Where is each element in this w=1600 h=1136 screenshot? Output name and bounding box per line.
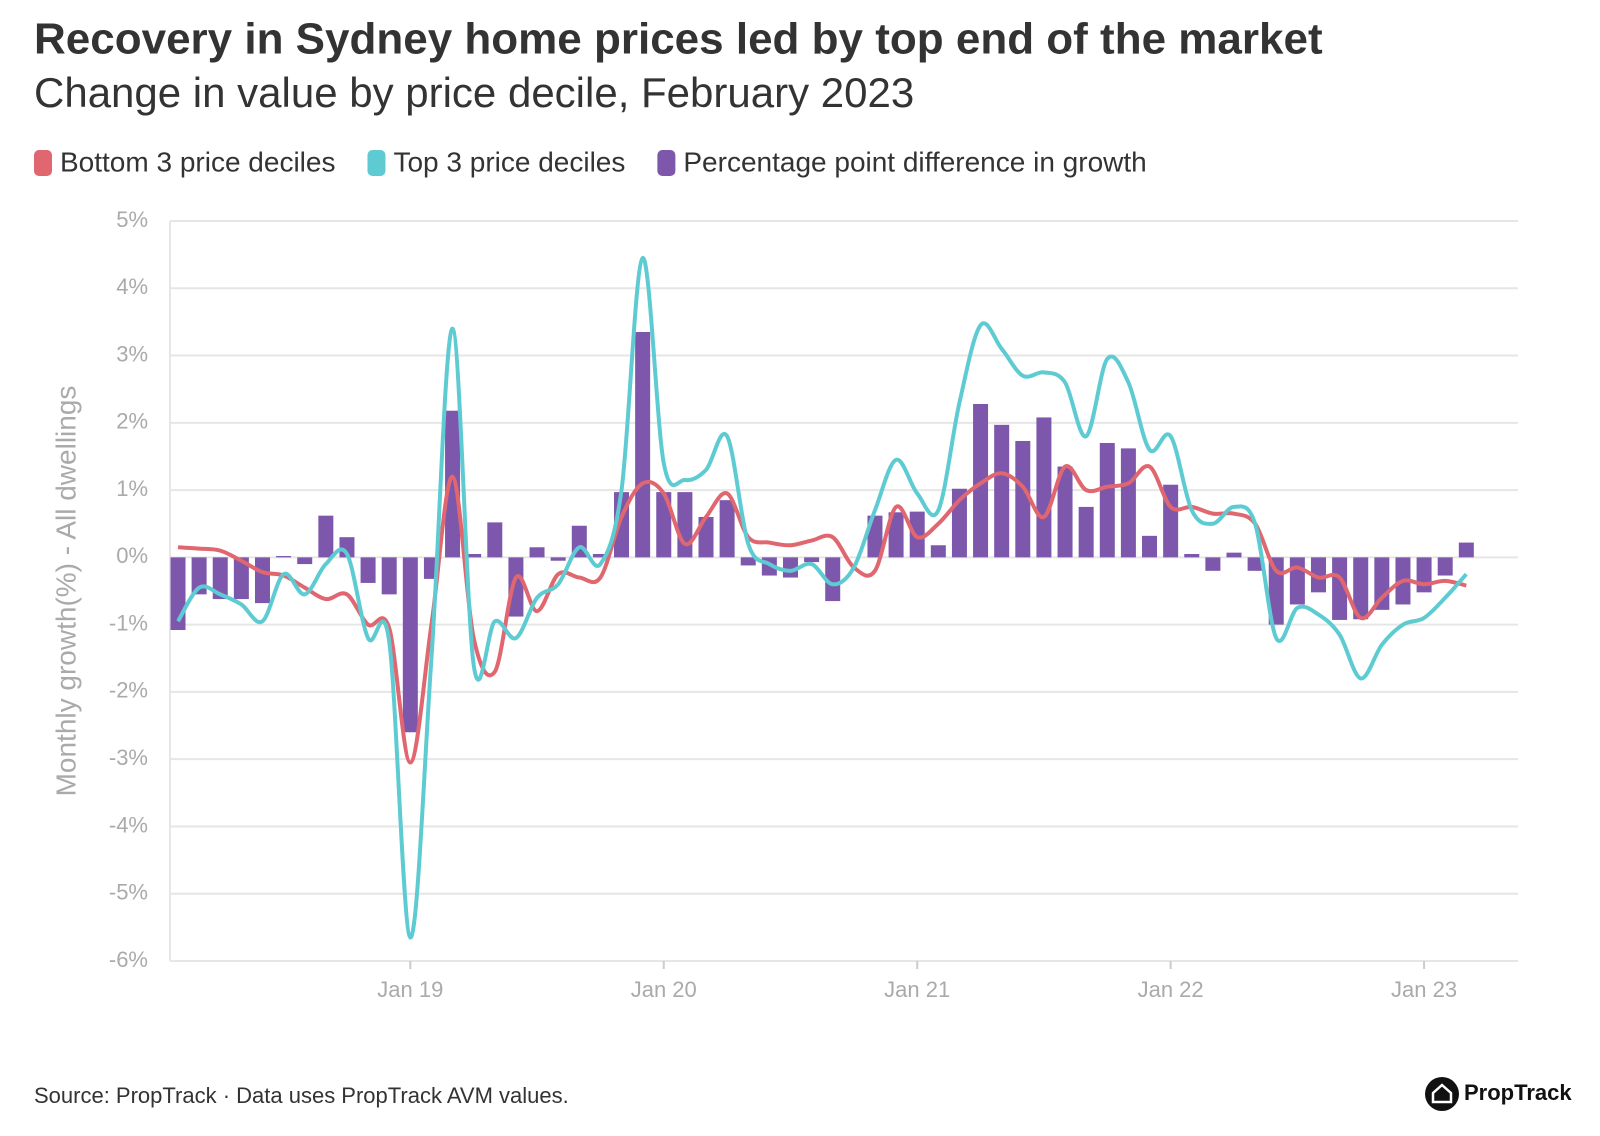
bar (1057, 466, 1073, 558)
bar (909, 511, 925, 558)
bar (1437, 557, 1453, 576)
bar (1184, 554, 1200, 558)
x-tick-label: Jan 23 (1391, 977, 1457, 1002)
bar (719, 500, 735, 558)
bar (297, 557, 313, 565)
bar (592, 554, 608, 558)
bar (740, 557, 756, 566)
bar (360, 557, 376, 583)
x-tick-label: Jan 19 (377, 977, 443, 1002)
y-tick-label: 5% (116, 207, 148, 232)
bar (804, 557, 820, 563)
bar (825, 557, 841, 602)
bar (318, 515, 334, 558)
line (176, 255, 1468, 940)
bar (508, 557, 524, 617)
bar (402, 557, 418, 733)
bar (1353, 557, 1369, 620)
y-tick-label: 0% (116, 543, 148, 568)
bar (1226, 552, 1242, 558)
y-tick-label: 4% (116, 274, 148, 299)
y-tick-label: -6% (109, 947, 148, 972)
bar (1416, 557, 1432, 593)
y-tick-label: 3% (116, 341, 148, 366)
brand-icon-house (1431, 1083, 1453, 1104)
y-tick-label: 2% (116, 409, 148, 434)
y-tick-label: 1% (116, 476, 148, 501)
legend-swatch (657, 150, 676, 176)
x-tick-label: Jan 22 (1138, 977, 1204, 1002)
bar (994, 424, 1010, 558)
bar (1120, 448, 1136, 558)
y-tick-label: -3% (109, 745, 148, 770)
y-tick-label: -2% (109, 678, 148, 703)
y-tick-label: -4% (109, 812, 148, 837)
legend-label: Top 3 price deciles (393, 146, 625, 177)
bar (698, 517, 714, 558)
bar (1099, 443, 1115, 558)
bar (677, 492, 693, 558)
bar (1078, 506, 1094, 558)
bar (1332, 557, 1348, 620)
bar (233, 557, 249, 600)
bar (888, 512, 904, 558)
legend-label: Bottom 3 price deciles (60, 146, 335, 177)
source-note: Source: PropTrack · Data uses PropTrack … (34, 1083, 569, 1108)
chart-title: Recovery in Sydney home prices led by to… (34, 15, 1323, 64)
bar (1036, 417, 1052, 558)
bar (254, 557, 270, 604)
legend-swatch (34, 150, 52, 176)
legend-swatch (367, 150, 386, 176)
bar (1247, 557, 1263, 571)
bar (1458, 542, 1474, 558)
bar (635, 332, 651, 558)
bar (1310, 557, 1326, 593)
bar (1142, 535, 1158, 558)
bar (1205, 557, 1221, 571)
legend-item: Percentage point difference in growth (657, 146, 1147, 177)
y-tick-label: -5% (109, 880, 148, 905)
bar (212, 557, 228, 600)
bar (487, 522, 503, 558)
bar (381, 557, 397, 595)
line (177, 464, 1467, 765)
bar (276, 556, 292, 558)
x-tick-label: Jan 21 (884, 977, 950, 1002)
legend-item: Top 3 price deciles (367, 146, 625, 177)
legend-item: Bottom 3 price deciles (34, 146, 335, 177)
bar (445, 410, 461, 558)
bar (1015, 440, 1031, 558)
brand-name: PropTrack (1464, 1080, 1572, 1105)
bar (529, 547, 545, 558)
y-tick-label: -1% (109, 610, 148, 635)
x-tick-label: Jan 20 (631, 977, 697, 1002)
bar (930, 545, 946, 558)
bar (466, 554, 482, 558)
bar (656, 492, 672, 558)
bar (1289, 557, 1305, 605)
y-axis-title: Monthly growth(%) - All dwellings (50, 386, 81, 797)
chart-subtitle: Change in value by price decile, Februar… (34, 69, 914, 116)
bar (973, 403, 989, 558)
legend-label: Percentage point difference in growth (683, 146, 1146, 177)
brand-icon (1425, 1077, 1459, 1111)
bar (550, 557, 566, 561)
